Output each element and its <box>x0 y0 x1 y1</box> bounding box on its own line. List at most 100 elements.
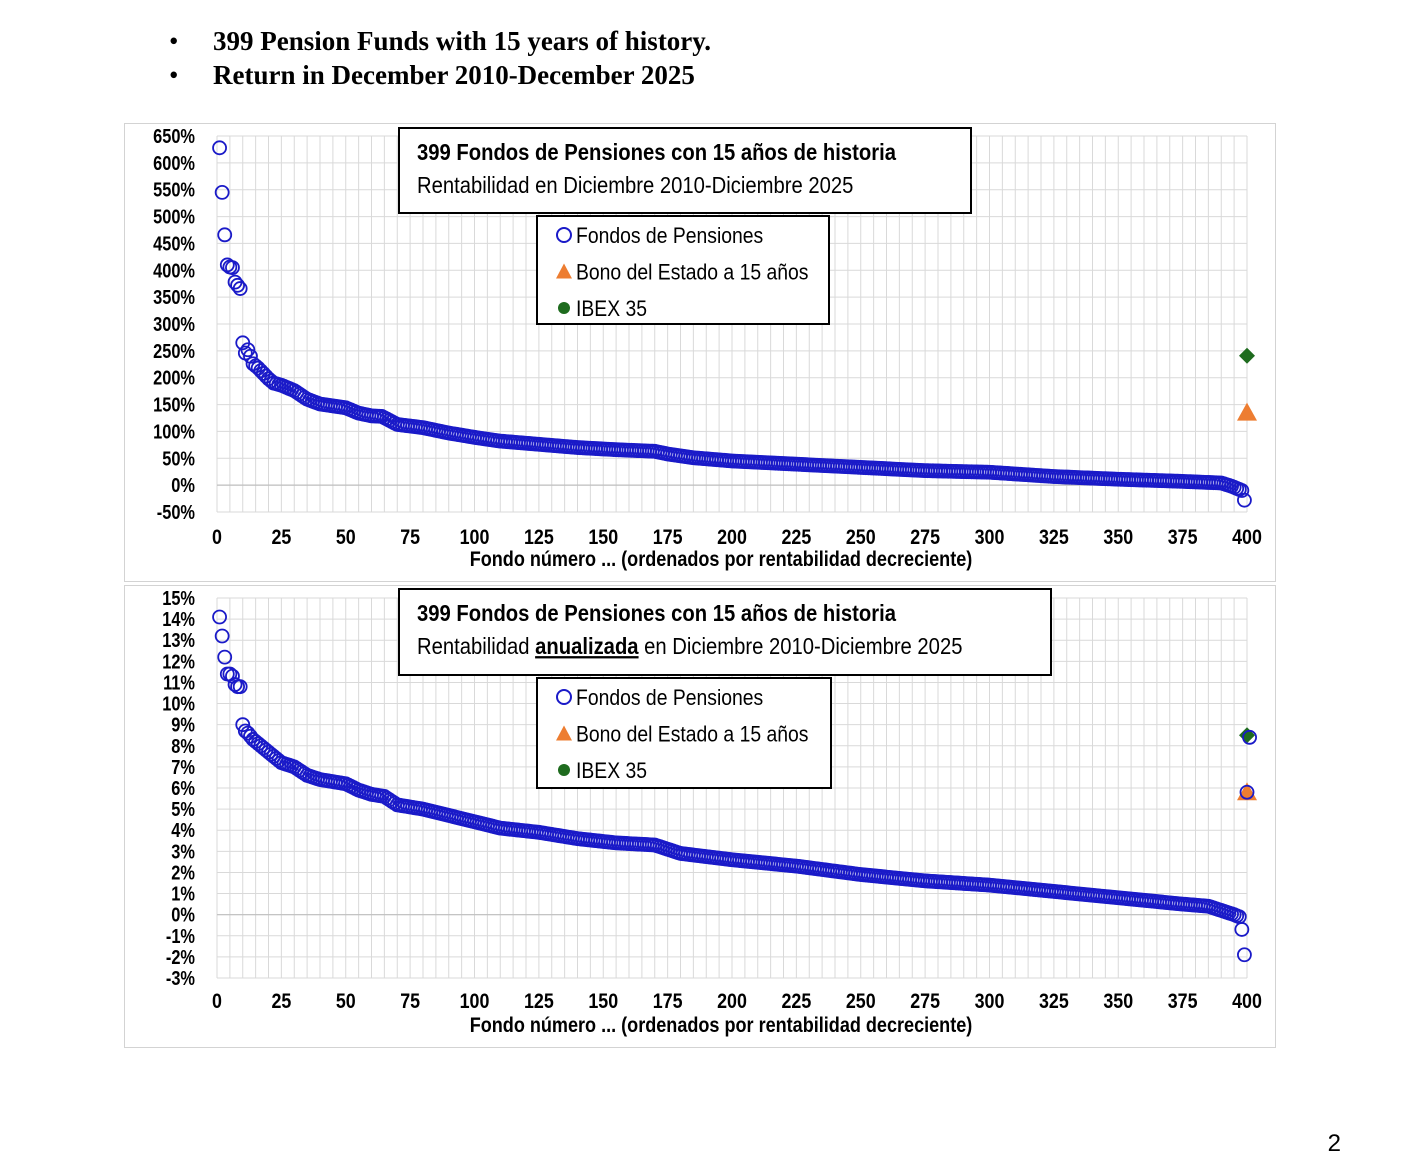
y-tick-label: 550% <box>153 178 195 201</box>
x-tick-label: 200 <box>717 990 747 1014</box>
series-ibex-35 <box>1239 727 1255 744</box>
fund-point <box>243 728 258 744</box>
y-tick-label: -50% <box>157 500 195 523</box>
fund-point <box>214 185 230 200</box>
legend-label: Bono del Estado a 15 años <box>576 260 808 284</box>
bond-point <box>1237 402 1257 421</box>
x-tick-label: 300 <box>975 990 1005 1014</box>
y-tick-label: 300% <box>153 312 195 335</box>
x-tick-label: 225 <box>781 526 811 550</box>
y-tick-label: 5% <box>171 798 195 821</box>
x-tick-label: 0 <box>212 526 222 550</box>
fund-point <box>1242 729 1257 745</box>
legend-bond-marker <box>556 725 572 741</box>
chart-title-box: 399 Fondos de Pensiones con 15 años de h… <box>398 588 1052 676</box>
fund-point <box>1239 784 1255 800</box>
x-tick-label: 250 <box>846 526 876 550</box>
title-box-frame <box>398 588 1052 676</box>
legend-bond-marker <box>556 263 572 279</box>
chart-subtitle: Rentabilidad anualizada en Diciembre 201… <box>417 633 962 660</box>
x-tick-label: 275 <box>910 526 940 550</box>
x-tick-label: 0 <box>212 990 222 1014</box>
series-ibex-35 <box>1239 347 1255 364</box>
bullet-text: Return in December 2010-December 2025 <box>213 60 695 90</box>
fund-point <box>237 723 253 739</box>
legend-frame <box>536 215 830 325</box>
y-tick-label: 13% <box>162 629 195 652</box>
x-tick-label: 25 <box>271 990 291 1014</box>
fund-point <box>214 628 230 644</box>
y-tick-label: 400% <box>153 259 195 282</box>
fund-point <box>212 140 227 156</box>
x-tick-label: 250 <box>846 990 876 1014</box>
fund-point <box>1234 922 1250 937</box>
y-tick-label: 6% <box>171 776 195 799</box>
legend-label: Fondos de Pensiones <box>576 224 763 248</box>
y-tick-label: 7% <box>171 755 195 778</box>
x-tick-label: 325 <box>1039 526 1069 550</box>
fund-point <box>232 679 248 695</box>
x-tick-label: 125 <box>524 526 554 550</box>
y-tick-label: 200% <box>153 366 195 389</box>
fund-point <box>253 363 269 379</box>
x-tick-label: 175 <box>653 526 683 550</box>
legend-fund-marker <box>556 227 572 243</box>
bullet-symbol: • <box>169 60 179 90</box>
fund-point <box>235 717 251 733</box>
fund-point <box>1237 492 1252 508</box>
x-tick-label: 150 <box>588 990 618 1014</box>
legend-fund-marker <box>556 689 572 705</box>
fund-point <box>1234 483 1250 498</box>
x-tick-label: 350 <box>1103 990 1133 1014</box>
chart-svg: -50% 0% 50% 100% 150% 200% 250% 300% 350% 400% 450… <box>153 124 1262 571</box>
y-tick-label: 100% <box>153 420 195 443</box>
fund-point <box>248 358 264 374</box>
chart-legend: Fondos de Pensiones Bono del Estado a 15 … <box>536 677 832 789</box>
chart-title: 399 Fondos de Pensiones con 15 años de h… <box>417 600 897 627</box>
series-bono-del-estado-a-15-a-os <box>1237 402 1257 421</box>
y-tick-label: 500% <box>153 205 195 228</box>
y-tick-label: -1% <box>166 924 195 947</box>
legend-ibex-marker <box>558 764 570 776</box>
y-tick-label: 600% <box>153 151 195 174</box>
series-extra <box>1239 729 1257 800</box>
x-tick-label: 75 <box>400 526 420 550</box>
y-tick-label: 0% <box>171 903 195 926</box>
fund-point <box>217 649 233 665</box>
cumulative-return-chart: -50% 0% 50% 100% 150% 200% 250% 300% 350% 400% 450… <box>124 123 1276 582</box>
legend-label: Fondos de Pensiones <box>576 686 763 710</box>
y-tick-label: 650% <box>153 124 195 147</box>
legend-label: Bono del Estado a 15 años <box>576 722 808 746</box>
y-tick-label: 11% <box>163 671 195 694</box>
y-tick-label: 4% <box>171 819 195 842</box>
legend-label: IBEX 35 <box>576 759 647 783</box>
x-tick-label: 275 <box>910 990 940 1014</box>
fund-point <box>225 260 240 276</box>
ibex-point <box>1239 727 1255 744</box>
chart-subtitle: Rentabilidad en Diciembre 2010-Diciembre… <box>417 172 853 199</box>
fund-point <box>250 360 266 376</box>
x-tick-label: 75 <box>400 990 420 1014</box>
x-tick-label: 225 <box>781 990 811 1014</box>
bullet-symbol: • <box>169 26 179 56</box>
series-fondos-de-pensiones <box>212 140 1252 508</box>
y-tick-label: 250% <box>153 339 195 362</box>
legend-ibex-marker <box>558 302 570 314</box>
y-tick-label: 350% <box>153 286 195 309</box>
legend-label: IBEX 35 <box>576 297 647 321</box>
chart-title: 399 Fondos de Pensiones con 15 años de h… <box>417 139 897 166</box>
subtitle-emphasis: anualizada <box>535 633 639 660</box>
y-tick-label: -3% <box>166 966 195 989</box>
fund-point <box>1237 947 1252 963</box>
x-axis: 0 25 50 75 100 125 150 175 200 225 250 275 300 325 350… <box>212 990 1262 1038</box>
x-tick-label: 25 <box>271 526 291 550</box>
title-box-frame <box>398 127 972 214</box>
y-tick-label: 0% <box>171 474 195 497</box>
ibex-point <box>1239 347 1255 364</box>
x-tick-label: 125 <box>524 990 554 1014</box>
legend-frame <box>536 677 832 789</box>
fund-point <box>255 366 271 381</box>
subtitle-part: Rentabilidad en Diciembre 2010-Diciembre… <box>417 172 853 199</box>
series-fondos-de-pensiones <box>212 609 1252 963</box>
y-tick-label: 1% <box>171 882 195 905</box>
